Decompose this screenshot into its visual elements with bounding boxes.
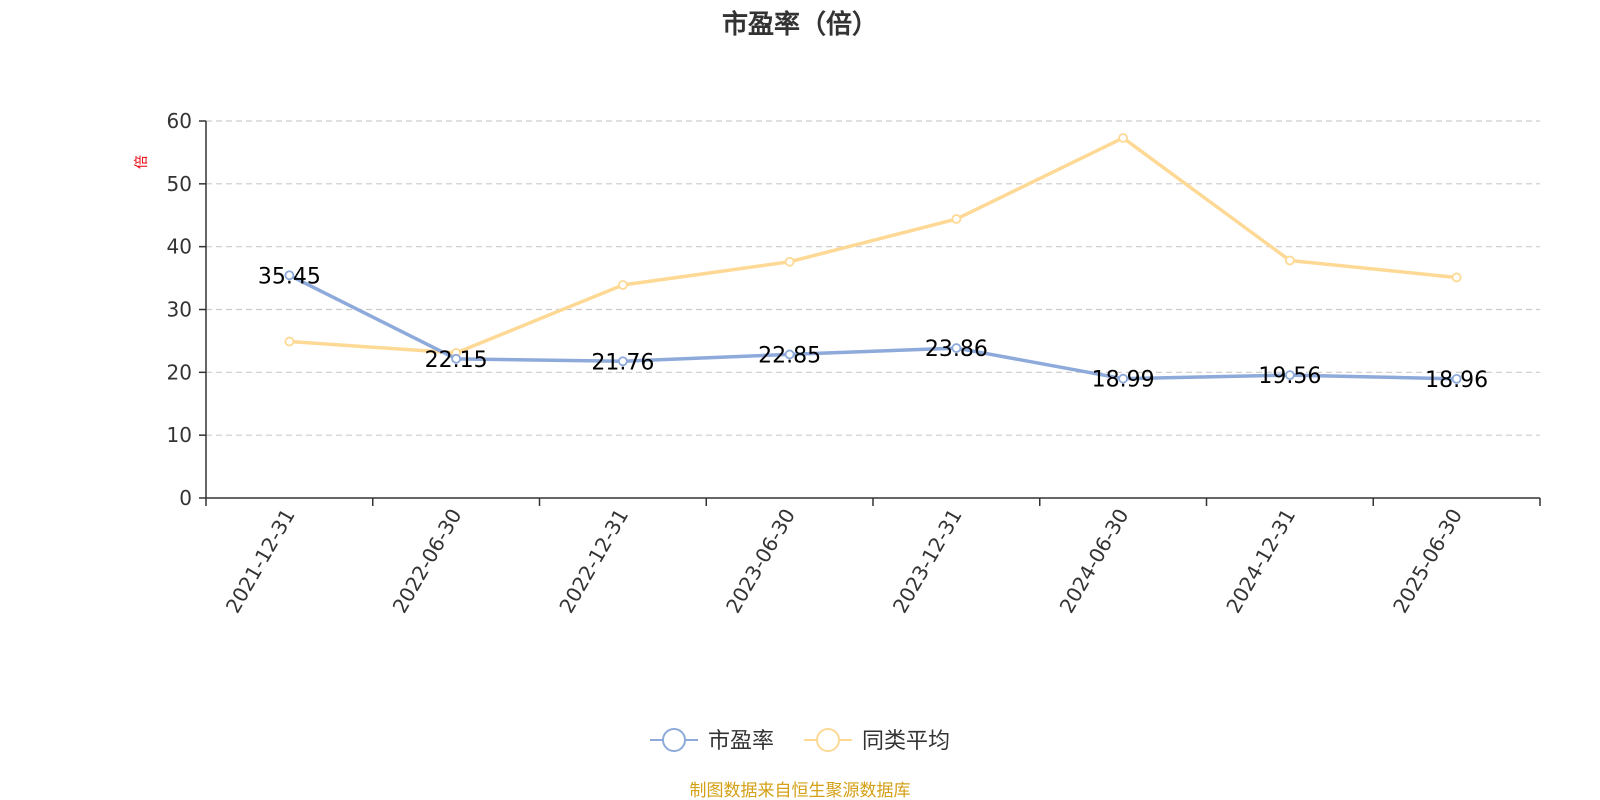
legend-marker-0 [662,728,686,752]
series-0-point-4 [951,343,962,353]
source-note: 制图数据来自恒生聚源数据库 [690,781,911,800]
data-label-3: 22.85 [758,343,821,368]
series-1-point-7 [1451,272,1462,283]
series-0-point-3 [784,349,795,360]
series-line-1 [289,136,1457,355]
series-0-point-2 [617,356,628,367]
series-0-point-0 [284,270,295,281]
chart-title: 市盈率（倍） [722,9,878,40]
y-tick-label-30: 30 [167,298,192,322]
x-tick-label-6: 2024-12-31 [1221,505,1300,618]
series-0-point-5 [1118,373,1129,384]
legend[interactable]: 市盈率 同类平均 [650,728,950,754]
y-tick-label-50: 50 [167,172,192,196]
x-tick-label-4: 2023-12-31 [888,505,967,618]
axes: 0 10 20 30 40 50 60 2021-12-31 2022-06-30 2022-12… [167,109,1541,618]
series-0-point-7 [1451,373,1462,384]
legend-label-1: 同类平均 [862,729,950,754]
data-label-0: 35.45 [258,264,321,289]
data-labels: 35.45 22.15 21.76 22.85 23.86 18.99 19.56 18.96 [258,264,1488,393]
y-tick-label-20: 20 [167,360,192,384]
series-1-point-6 [1284,255,1295,266]
y-tick-label-0: 0 [179,486,192,510]
x-tick-label-7: 2025-06-30 [1388,505,1467,618]
series-1-point-2 [617,280,628,290]
y-tick-label-10: 10 [167,423,192,447]
data-label-4: 23.86 [925,337,988,362]
data-label-7: 18.96 [1425,368,1488,393]
data-label-2: 21.76 [591,350,654,375]
series-lines [284,133,1462,384]
data-label-1: 22.15 [425,348,488,373]
y-tick-label-60: 60 [167,109,192,133]
x-tick-label-2: 2022-12-31 [554,505,633,618]
x-tick-label-0: 2021-12-31 [221,505,300,618]
legend-marker-1 [816,728,840,752]
series-1-point-3 [784,256,795,267]
series-0-point-1 [451,353,462,364]
data-label-6: 19.56 [1258,364,1321,389]
series-0-point-6 [1284,370,1295,380]
data-label-5: 18.99 [1092,368,1155,393]
y-tick-label-40: 40 [167,235,192,259]
grid-lines [206,120,1540,436]
x-tick-label-5: 2024-06-30 [1055,505,1134,618]
legend-label-0: 市盈率 [708,729,774,754]
x-tick-label-1: 2022-06-30 [388,505,467,618]
y-axis-unit-label: 倍 [134,155,150,169]
series-line-0 [288,273,1457,381]
series-1-point-4 [951,214,962,224]
x-tick-label-3: 2023-06-30 [721,505,800,618]
series-1-point-5 [1118,133,1129,143]
series-1-point-0 [284,336,295,347]
